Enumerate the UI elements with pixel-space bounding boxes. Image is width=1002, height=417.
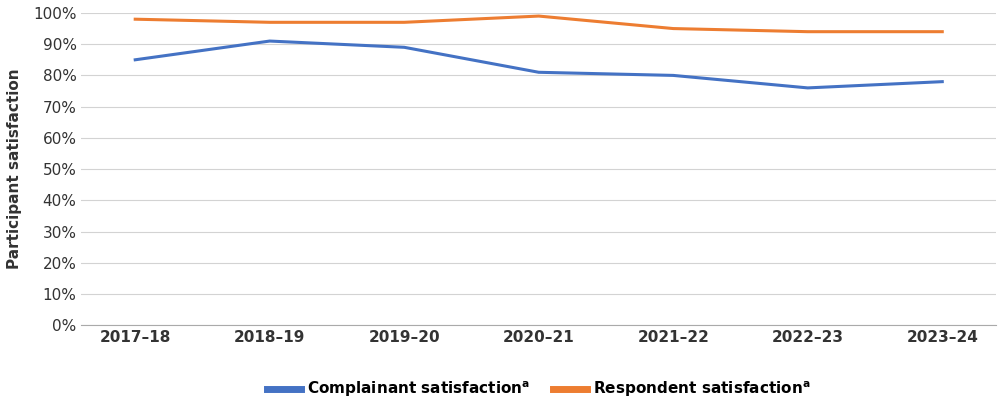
Y-axis label: Participant satisfaction: Participant satisfaction bbox=[7, 69, 22, 269]
Legend: Complainant satisfaction$\mathbf{^{a}}$, Respondent satisfaction$\mathbf{^{a}}$: Complainant satisfaction$\mathbf{^{a}}$,… bbox=[261, 373, 816, 405]
